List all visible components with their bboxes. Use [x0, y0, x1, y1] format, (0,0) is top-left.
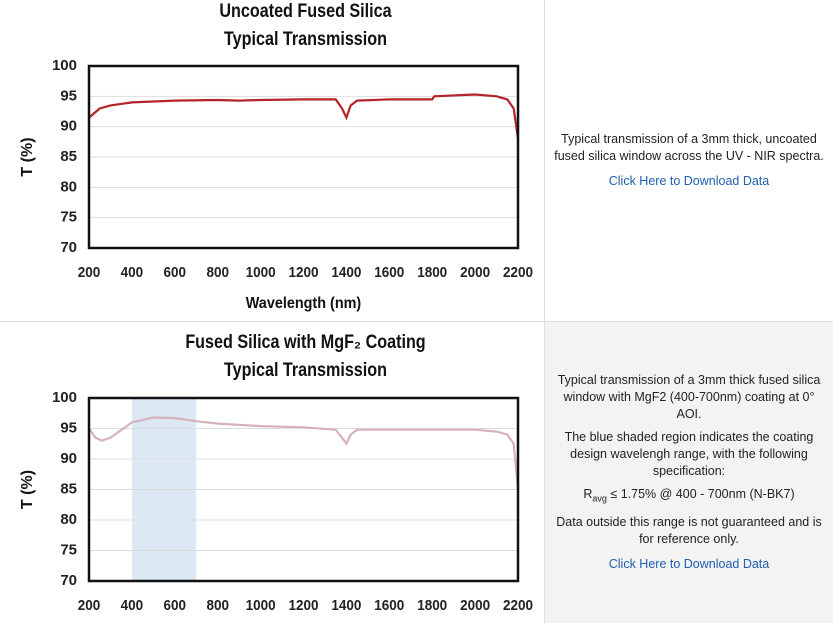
x-tick-label: 2200	[503, 264, 533, 281]
x-tick-label: 1800	[417, 264, 447, 281]
y-tick-label: 75	[60, 209, 77, 226]
plot-frame	[87, 396, 520, 583]
chart-subtitle: Typical Transmission	[224, 28, 387, 50]
y-axis-label: T (%)	[19, 137, 36, 176]
description-cell: Typical transmission of a 3mm thick, unc…	[544, 0, 833, 321]
download-link[interactable]: Click Here to Download Data	[608, 174, 770, 188]
x-tick-label: 400	[121, 597, 144, 614]
spec-symbol: R	[583, 487, 593, 502]
plot-frame	[87, 64, 520, 250]
data-line	[88, 416, 520, 490]
x-tick-label: 800	[206, 597, 229, 614]
y-tick-label: 75	[60, 541, 77, 558]
y-tick-label: 85	[60, 480, 77, 497]
x-tick-label: 1000	[246, 264, 276, 281]
x-tick-label: 2000	[460, 597, 490, 614]
download-link[interactable]: Click Here to Download Data	[608, 556, 770, 571]
x-tick-label: 1800	[417, 597, 447, 614]
x-axis-label: Wavelength (nm)	[246, 295, 361, 313]
y-tick-label: 100	[52, 57, 77, 74]
y-tick-label: 95	[60, 419, 77, 436]
spec-subscript: avg	[592, 493, 607, 504]
description-text: Typical transmission of a 3mm thick fuse…	[557, 373, 821, 422]
spec-text: ≤ 1.75% @ 400 - 700nm (N-BK7)	[606, 487, 795, 502]
row-divider	[0, 321, 833, 322]
data-line	[88, 93, 520, 139]
y-tick-label: 90	[60, 450, 77, 467]
x-tick-label: 1000	[246, 597, 276, 614]
y-tick-label: 100	[52, 389, 77, 406]
specification: Ravg ≤ 1.75% @ 400 - 700nm (N-BK7)	[583, 486, 794, 508]
x-tick-label: 2200	[503, 597, 533, 614]
x-tick-label: 200	[78, 264, 101, 281]
y-tick-label: 90	[60, 118, 77, 135]
x-tick-label: 400	[121, 264, 144, 281]
charts: Uncoated Fused Silica Typical Transmissio…	[19, 0, 533, 614]
y-tick-label: 80	[60, 511, 77, 528]
x-tick-label: 600	[164, 264, 187, 281]
y-tick-label: 70	[60, 239, 77, 256]
y-axis-label: T (%)	[19, 470, 36, 509]
description-text: Typical transmission of a 3mm thick, unc…	[554, 132, 824, 163]
x-tick-label: 1400	[331, 264, 361, 281]
x-tick-label: 200	[78, 597, 101, 614]
x-tick-label: 1600	[374, 597, 404, 614]
y-tick-label: 85	[60, 148, 77, 165]
x-tick-label: 2000	[460, 264, 490, 281]
chart-subtitle: Typical Transmission	[224, 359, 387, 381]
x-tick-label: 600	[164, 597, 187, 614]
x-tick-label: 1200	[289, 264, 319, 281]
x-tick-label: 800	[206, 264, 229, 281]
description-cell: Typical transmission of a 3mm thick fuse…	[544, 322, 833, 623]
y-tick-label: 70	[60, 572, 77, 589]
y-tick-label: 80	[60, 178, 77, 195]
description-note: Data outside this range is not guarantee…	[556, 514, 822, 546]
x-tick-label: 1400	[331, 597, 361, 614]
y-tick-label: 95	[60, 87, 77, 104]
x-tick-label: 1600	[374, 264, 404, 281]
x-tick-label: 1200	[289, 597, 319, 614]
chart-title: Uncoated Fused Silica	[219, 0, 391, 21]
description-text: The blue shaded region indicates the coa…	[564, 430, 814, 479]
chart-title: Fused Silica with MgF₂ Coating	[185, 331, 425, 353]
